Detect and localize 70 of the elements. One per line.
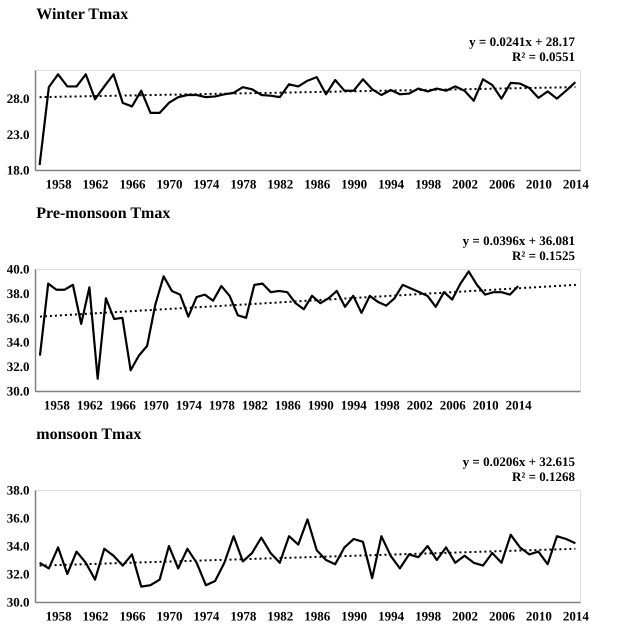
x-tick-label: 1970: [156, 176, 182, 192]
x-tick-label: 2002: [452, 608, 478, 624]
x-tick-label: 1966: [119, 176, 146, 192]
y-tick-label: 38.0: [6, 286, 30, 301]
x-tick-label: 2010: [526, 608, 552, 624]
y-tick-label: 18.0: [6, 162, 30, 178]
x-tick-label: 1998: [415, 608, 442, 624]
x-tick-label: 1958: [46, 176, 72, 192]
x-tick-label: 1990: [308, 398, 334, 412]
x-tick-label: 1970: [156, 608, 182, 624]
x-tick-label: 1990: [341, 608, 368, 624]
x-tick-label: 1958: [46, 608, 72, 624]
x-tick-label: 1970: [142, 398, 169, 412]
x-tick-label: 2002: [406, 398, 433, 412]
y-tick-label: 30.0: [6, 384, 30, 398]
x-tick-label: 1982: [267, 608, 294, 624]
y-tick-label: 28.0: [6, 91, 30, 106]
text: R² = 0.0551: [512, 49, 575, 64]
x-tick-label: 1986: [274, 398, 302, 412]
chart-title: monsoon Tmax: [36, 426, 142, 443]
y-tick-label: 30.0: [6, 594, 30, 610]
text: R² = 0.1268: [512, 469, 576, 484]
x-tick-label: 2006: [440, 398, 466, 412]
x-tick-label: 2010: [526, 176, 552, 192]
x-tick-label: 1974: [176, 398, 202, 412]
x-tick-label: 1998: [415, 176, 442, 192]
x-tick-label: 1962: [82, 176, 109, 192]
x-tick-label: 2014: [562, 608, 590, 624]
chart-title: Winter Tmax: [36, 6, 128, 23]
x-tick-label: 1962: [82, 608, 109, 624]
x-tick-label: 1978: [208, 398, 236, 412]
y-tick-label: 23.0: [6, 126, 30, 142]
x-tick-label: 1958: [44, 398, 70, 412]
text: y = 0.0241x + 28.17: [469, 34, 576, 49]
x-tick-label: 1990: [341, 176, 368, 192]
x-tick-label: 1978: [230, 608, 257, 624]
x-tick-label: 2014: [506, 398, 532, 412]
y-tick-label: 34.0: [6, 538, 30, 554]
line-series: [38, 518, 576, 588]
x-tick-label: 1994: [378, 608, 405, 624]
x-tick-label: 1982: [267, 176, 294, 192]
x-tick-label: 1994: [340, 398, 368, 412]
y-tick-label: 38.0: [6, 482, 30, 498]
text: R² = 0.1525: [512, 248, 576, 263]
y-tick-label: 32.0: [6, 566, 30, 582]
x-tick-label: 1986: [304, 176, 331, 192]
y-tick-label: 34.0: [6, 334, 30, 350]
text: y = 0.0206x + 32.615: [462, 454, 576, 469]
x-tick-label: 1974: [193, 176, 220, 192]
x-tick-label: 1998: [374, 398, 400, 412]
y-tick-label: 32.0: [6, 359, 30, 374]
x-tick-label: 2002: [452, 176, 478, 192]
x-tick-label: 1966: [110, 398, 136, 412]
y-tick-label: 40.0: [6, 262, 30, 276]
chart-title: Pre-monsoon Tmax: [36, 205, 170, 222]
x-tick-label: 2014: [562, 176, 590, 192]
x-tick-label: 2006: [488, 608, 516, 624]
x-tick-label: 1966: [119, 608, 146, 624]
x-tick-label: 1994: [378, 176, 405, 192]
line-series: [38, 73, 576, 166]
text: y = 0.0396x + 36.081: [462, 233, 575, 248]
x-tick-label: 1982: [242, 398, 268, 412]
y-tick-label: 36.0: [6, 510, 30, 526]
x-tick-label: 2006: [488, 176, 516, 192]
x-tick-label: 1986: [304, 608, 331, 624]
x-tick-label: 1978: [230, 176, 257, 192]
x-tick-label: 1974: [193, 608, 220, 624]
y-tick-label: 36.0: [6, 310, 30, 326]
x-tick-label: 2010: [472, 398, 499, 412]
x-tick-label: 1962: [76, 398, 103, 412]
